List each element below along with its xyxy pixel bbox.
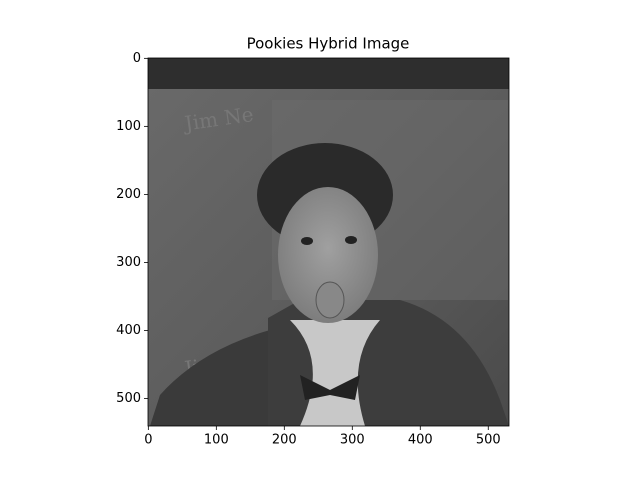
y-tick-label: 100 xyxy=(116,119,141,134)
y-tick-label: 400 xyxy=(116,323,141,338)
y-tick-label: 300 xyxy=(116,255,141,270)
x-tick-label: 500 xyxy=(476,433,501,448)
x-tick-label: 400 xyxy=(408,433,433,448)
y-tick-label: 200 xyxy=(116,187,141,202)
x-tick-label: 300 xyxy=(340,433,365,448)
x-tick-label: 0 xyxy=(144,433,152,448)
x-tick-label: 100 xyxy=(204,433,229,448)
y-tick-label: 0 xyxy=(133,51,141,66)
chart-title: Pookies Hybrid Image xyxy=(247,35,410,53)
x-tick-label: 200 xyxy=(272,433,297,448)
y-tick-label: 500 xyxy=(116,391,141,406)
axes-frame xyxy=(147,57,510,427)
hybrid-image: Jim Ne Jim Ne xyxy=(148,58,509,426)
